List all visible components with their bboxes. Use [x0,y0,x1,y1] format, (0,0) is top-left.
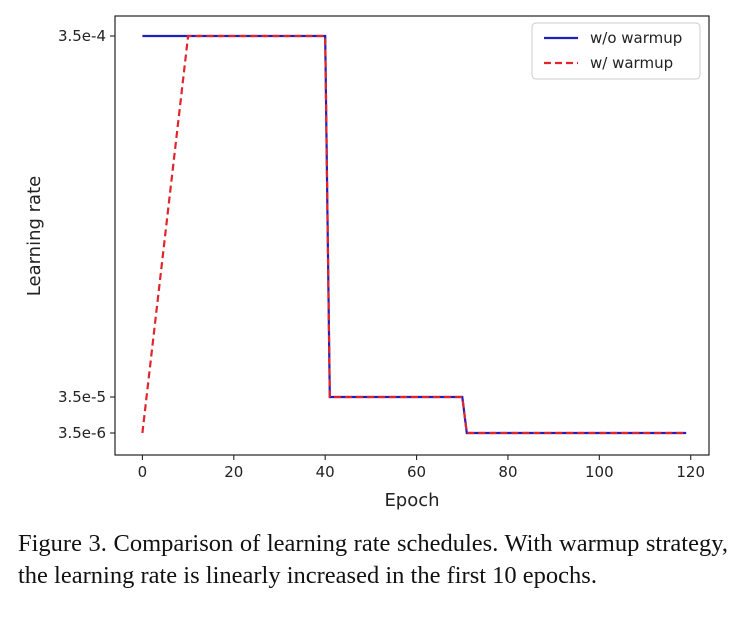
y-tick-label: 3.5e-6 [58,424,106,442]
y-axis-ticks: 3.5e-4 3.5e-5 3.5e-6 [58,27,115,442]
x-tick-label: 60 [407,463,426,481]
series-line-with-warmup [141,34,687,435]
y-tick-label: 3.5e-5 [58,388,106,406]
figure-caption: Figure 3. Comparison of learning rate sc… [18,530,728,589]
x-tick-label: 80 [498,463,517,481]
legend-label: w/ warmup [590,54,673,72]
x-axis-ticks: 0 20 40 60 80 100 120 [138,455,705,481]
x-axis-label: Epoch [384,490,439,511]
x-tick-label: 20 [224,463,243,481]
legend: w/o warmup w/ warmup [531,22,701,80]
x-tick-label: 40 [316,463,335,481]
x-tick-label: 100 [585,463,614,481]
y-axis-label: Learning rate [24,176,45,296]
series-layer [141,34,687,435]
legend-label: w/o warmup [590,29,682,47]
plot-area [114,15,710,456]
learning-rate-chart: 0 20 40 60 80 100 120 3.5e-4 3.5e-5 3.5e-6 Epoch… [24,15,710,511]
y-tick-label: 3.5e-4 [58,27,106,45]
x-tick-label: 120 [676,463,705,481]
x-tick-label: 0 [138,463,148,481]
